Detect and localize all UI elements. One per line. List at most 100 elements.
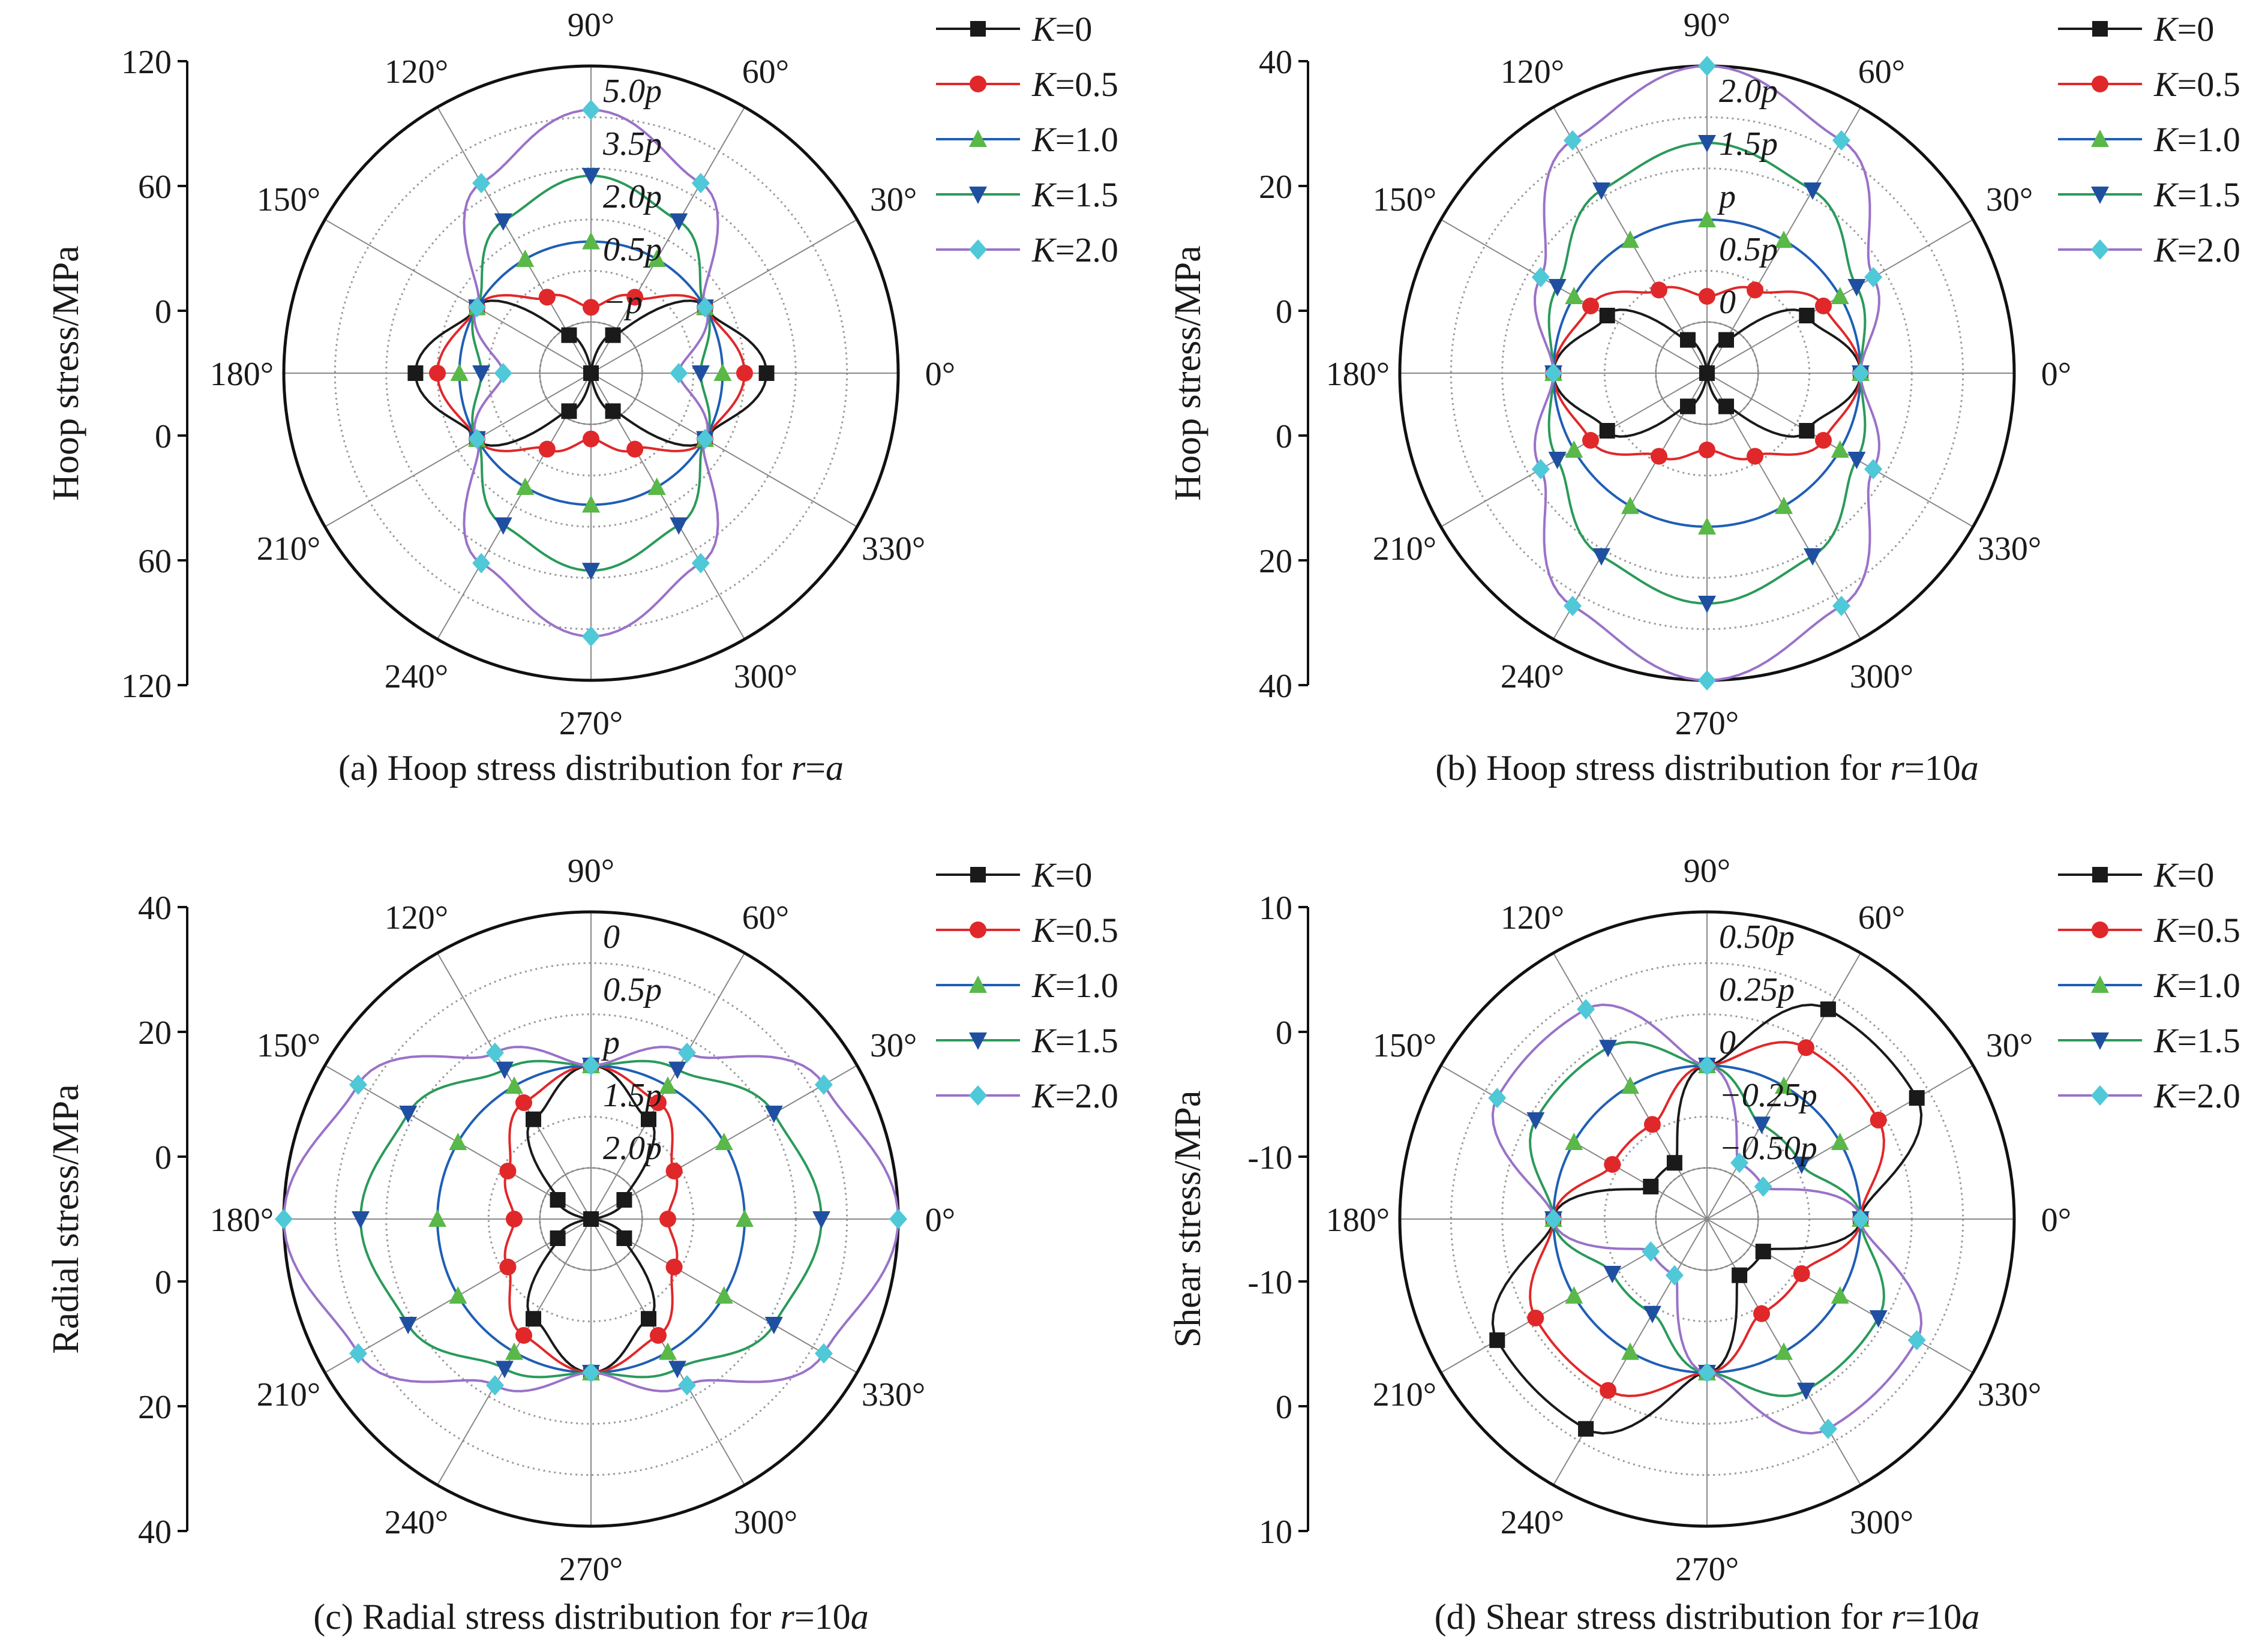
data-point [1621, 1076, 1639, 1094]
data-point [1577, 999, 1595, 1020]
data-point [1832, 595, 1850, 616]
ring-label: 0.25p [1719, 971, 1795, 1008]
legend-entry: K=0 [2153, 855, 2214, 894]
data-point [1909, 1090, 1925, 1106]
data-point [1526, 1112, 1545, 1130]
data-point [1698, 135, 1716, 152]
y-tick-label: 0 [1276, 1014, 1292, 1052]
data-point [1775, 496, 1793, 514]
data-point [1804, 182, 1822, 200]
y-tick-label: 20 [138, 1389, 172, 1426]
legend-entry: K=2.0 [2153, 1076, 2240, 1115]
polar-panel-c: 0° 30° 60° 90° 120° 150° 180° 210° 240° 270° 300° 3… [46, 852, 1118, 1637]
data-point [1754, 1176, 1772, 1197]
y-tick-label: 60 [138, 543, 172, 580]
angle-label: 90° [1684, 852, 1730, 890]
data-point [1869, 1310, 1888, 1328]
angle-label: 60° [1858, 53, 1905, 91]
legend-entry: K=0.5 [1031, 65, 1118, 104]
legend-marker [970, 921, 986, 938]
angle-label: 300° [734, 1504, 797, 1541]
y-axis-label: Radial stress/MPa [46, 1084, 86, 1353]
data-point [647, 478, 666, 496]
data-point [1831, 1133, 1849, 1150]
legend-marker [970, 76, 986, 92]
angle-label: 60° [1858, 899, 1905, 936]
legend-entry: K=1.0 [2153, 120, 2240, 159]
data-point [352, 1211, 370, 1229]
data-point [1666, 1155, 1682, 1171]
data-point [1852, 1209, 1870, 1229]
angle-label: 30° [1986, 181, 2033, 218]
data-point [1718, 398, 1734, 415]
data-point [526, 1111, 541, 1127]
data-point [616, 1230, 632, 1246]
data-point [641, 1311, 656, 1327]
data-point [515, 1094, 532, 1112]
data-point [1565, 1133, 1583, 1150]
data-point [1643, 1116, 1661, 1133]
data-point [583, 430, 599, 448]
legend-marker [2092, 921, 2108, 938]
legend-entry: K=0.5 [2153, 65, 2240, 104]
legend-entry: K=1.5 [2153, 1021, 2240, 1060]
angle-label: 180° [1326, 356, 1390, 393]
legend-marker [969, 975, 987, 993]
angle-label: 150° [257, 181, 320, 218]
data-point [605, 327, 621, 343]
data-point [1775, 1342, 1793, 1360]
data-point [472, 553, 491, 574]
ring-label: 0.5p [603, 971, 662, 1008]
data-point [1718, 332, 1734, 348]
data-point [538, 289, 556, 306]
angle-label: 0° [925, 356, 955, 393]
angle-label: 150° [1373, 1027, 1436, 1064]
data-point [1698, 1055, 1716, 1076]
data-point [889, 1209, 907, 1229]
legend-entry: K=0 [1031, 10, 1092, 49]
data-point [1831, 440, 1849, 458]
data-point [1582, 432, 1600, 449]
data-point [1747, 281, 1763, 299]
data-point [449, 1133, 467, 1150]
data-point [1698, 210, 1716, 227]
data-point [691, 365, 710, 383]
data-point [1621, 1342, 1639, 1360]
data-point [1864, 267, 1883, 287]
data-point [1599, 308, 1615, 323]
panel-caption: (c) Radial stress distribution for r=10a [313, 1597, 868, 1637]
angle-label: 270° [1675, 705, 1739, 742]
legend-entry: K=1.5 [1031, 175, 1118, 214]
data-point [1531, 267, 1550, 287]
ring-label: 0 [1719, 284, 1736, 321]
data-point [1753, 1116, 1771, 1134]
data-point [1548, 279, 1567, 296]
y-tick-label: 20 [138, 1014, 172, 1052]
data-point [1643, 1178, 1659, 1194]
data-point [1852, 363, 1870, 383]
data-point [550, 1230, 566, 1246]
data-point [1730, 1152, 1749, 1173]
angle-label: 120° [385, 899, 448, 936]
angle-label: 210° [257, 1376, 320, 1413]
data-point [812, 1211, 830, 1229]
angle-label: 330° [862, 530, 925, 568]
y-tick-label: 40 [1259, 44, 1292, 81]
data-point [1531, 459, 1550, 479]
data-point [616, 1192, 632, 1208]
legend-marker [969, 1085, 987, 1106]
data-point [472, 365, 491, 383]
legend-marker [969, 130, 987, 147]
data-point [1680, 332, 1696, 348]
data-point [1621, 230, 1639, 248]
legend-entry: K=2.0 [1031, 230, 1118, 269]
data-point [691, 173, 710, 194]
legend-entry: K=1.5 [2153, 175, 2240, 214]
data-point [583, 1211, 599, 1227]
legend-marker [969, 187, 987, 204]
legend-marker [2091, 187, 2109, 204]
data-point [538, 440, 556, 458]
data-point [1698, 596, 1716, 613]
angle-label: 30° [870, 1027, 917, 1064]
